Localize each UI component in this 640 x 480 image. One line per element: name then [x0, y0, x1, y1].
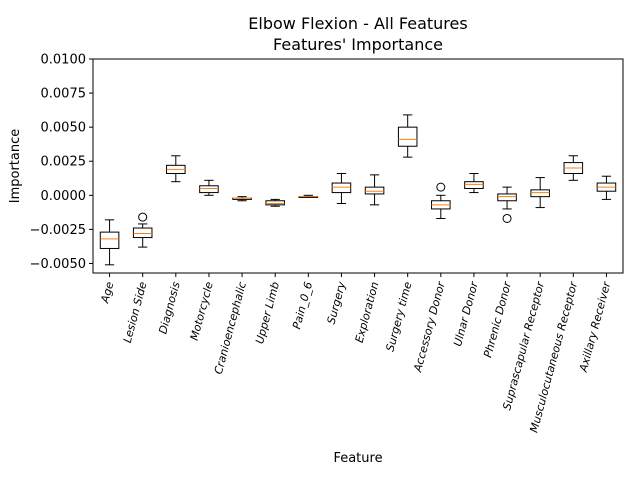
- iqr-box: [364, 186, 385, 195]
- box-surgery: [331, 172, 352, 204]
- outlier-point: [138, 212, 148, 222]
- x-tick-label: Motorcycle: [188, 280, 216, 342]
- box-motorcycle: [199, 179, 219, 196]
- box-ulnar-donor: [464, 172, 484, 194]
- x-tick-label: Age: [98, 280, 116, 305]
- x-tick-label: Upper Limb: [253, 280, 282, 345]
- chart-title-line-2: Features' Importance: [273, 35, 443, 54]
- plot-area: [99, 114, 617, 266]
- y-tick-label: 0.0000: [41, 189, 87, 204]
- x-tick-label: Exploration: [353, 280, 382, 344]
- x-axis: Age Lesion Side Diagnosis MotorcycleCranioe…: [98, 273, 614, 434]
- box-accessory-donor: [431, 182, 451, 219]
- y-axis-label: Importance: [8, 129, 23, 204]
- iqr-box: [464, 181, 484, 189]
- box-age: [99, 219, 120, 266]
- box-phrenic-donor: [497, 186, 517, 223]
- box-upper-limb: [265, 198, 285, 207]
- iqr-box: [132, 227, 153, 239]
- iqr-box: [265, 200, 285, 206]
- outlier-point: [436, 182, 446, 192]
- y-tick-label: 0.0100: [41, 53, 87, 68]
- x-tick-label: Surgery: [325, 280, 349, 326]
- x-tick-label: Pain_0_6: [290, 280, 315, 330]
- y-tick-label: 0.0075: [41, 87, 87, 102]
- box-cranioencephalic: [232, 196, 252, 202]
- x-tick-label: Accessory Donor: [411, 279, 448, 374]
- iqr-box: [497, 193, 517, 202]
- iqr-box: [397, 126, 418, 147]
- iqr-box: [331, 182, 352, 194]
- iqr-box: [530, 189, 550, 198]
- x-tick-label: Surgery time: [383, 280, 414, 353]
- box-suprascapular-receptor: [530, 177, 550, 209]
- iqr-box: [199, 185, 219, 194]
- box-lesion-side: [132, 212, 153, 248]
- box-surgery-time: [397, 114, 418, 158]
- x-tick-label: Lesion Side: [121, 280, 150, 344]
- chart-title-line-1: Elbow Flexion - All Features: [248, 14, 467, 33]
- y-tick-label: −0.0025: [30, 223, 86, 238]
- box-diagnosis: [166, 155, 186, 183]
- box-exploration: [364, 174, 385, 206]
- axes-frame: [92, 58, 624, 274]
- x-axis-label: Feature: [333, 451, 382, 466]
- box-axillary-receiver: [596, 175, 617, 200]
- iqr-box: [99, 231, 120, 249]
- y-tick-label: 0.0025: [41, 155, 87, 170]
- x-tick-label: Cranioencephalic: [212, 280, 249, 375]
- y-axis: −0.0050 −0.0025 0.0000 0.0025 0.0050 0.0075 0.…: [30, 53, 93, 272]
- box-musculocutaneous-receptor: [563, 155, 584, 181]
- box-pain-0-6: [298, 194, 319, 198]
- y-tick-label: 0.0050: [41, 121, 87, 136]
- x-tick-label: Ulnar Donor: [451, 279, 481, 348]
- x-tick-label: Diagnosis: [156, 280, 182, 335]
- outlier-point: [502, 213, 512, 223]
- x-tick-label: Phrenic Donor: [481, 279, 514, 359]
- x-tick-label: Axillary Receiver: [577, 279, 614, 374]
- y-tick-label: −0.0050: [30, 257, 86, 272]
